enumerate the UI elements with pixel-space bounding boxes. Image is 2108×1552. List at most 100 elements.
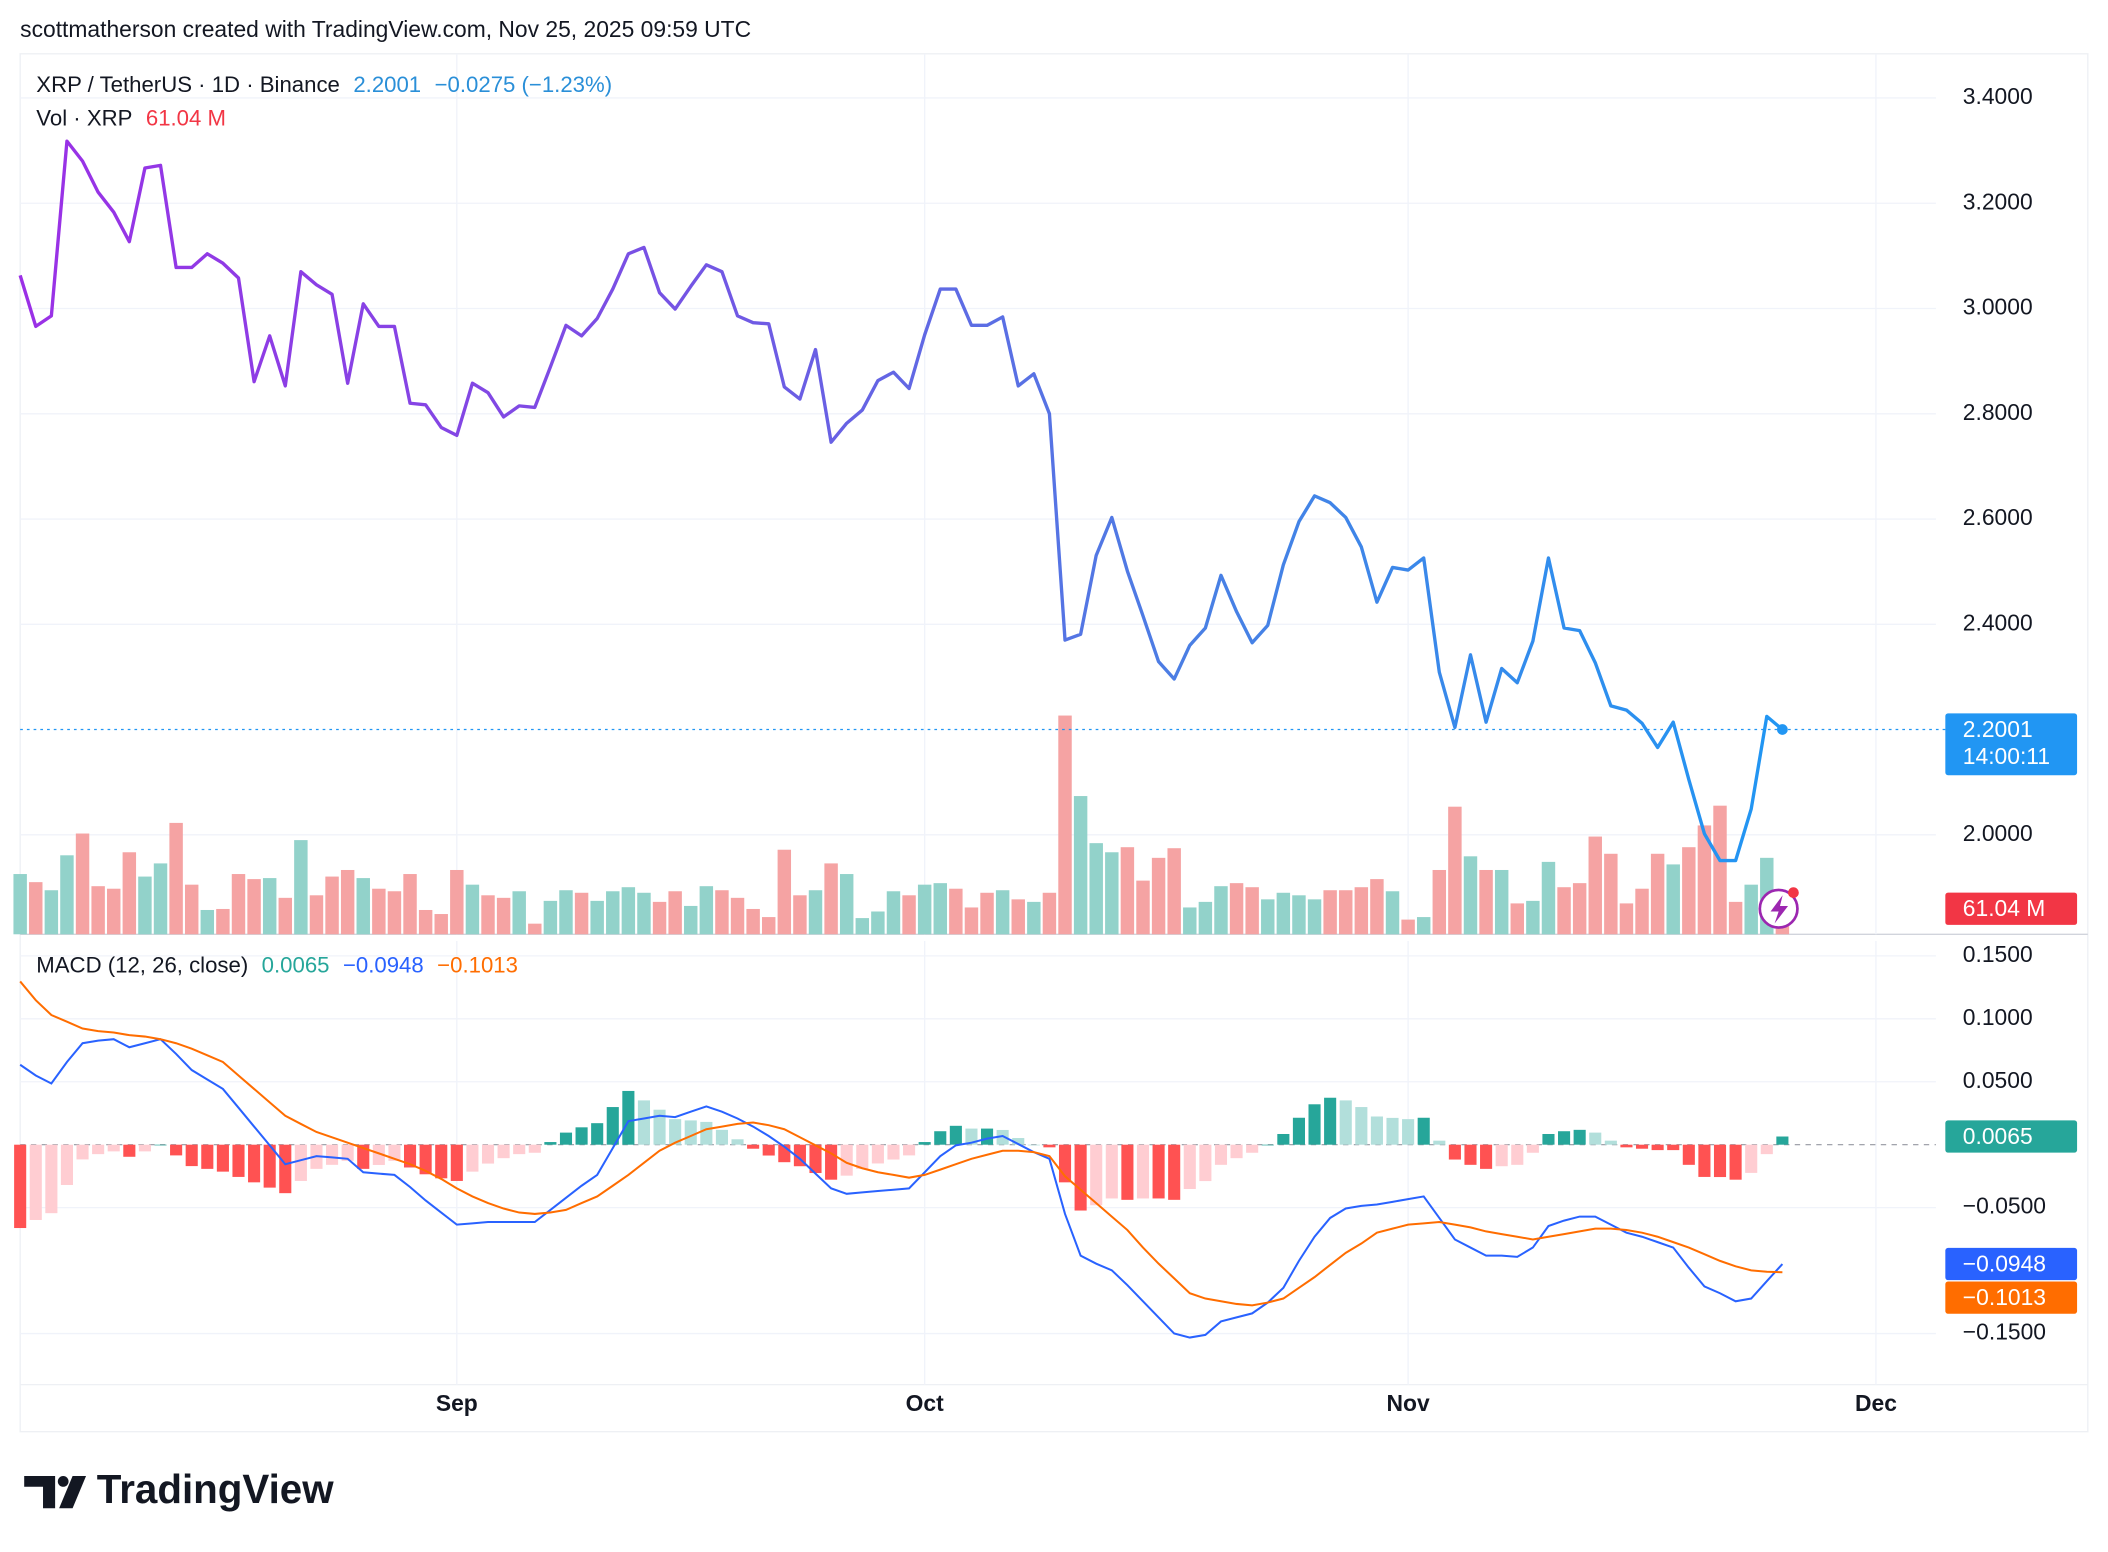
volume-bar [871, 911, 885, 935]
legend-last: 2.2001 [353, 72, 421, 97]
histogram-bar [715, 1129, 728, 1145]
histogram-bar [934, 1131, 947, 1145]
histogram-bar [60, 1144, 74, 1185]
histogram-bar [871, 1144, 884, 1164]
volume-bar [574, 892, 589, 935]
y-tick-label: 2.8000 [1963, 399, 2033, 425]
volume-bar [1276, 892, 1291, 935]
histogram-bar [138, 1144, 151, 1152]
histogram-bar [747, 1144, 760, 1149]
volume-bar [559, 890, 573, 935]
volume-bar [1635, 888, 1649, 935]
volume-bar [1292, 895, 1306, 935]
volume-bar [1245, 887, 1259, 935]
y-tick-label: 2.0000 [1963, 820, 2033, 846]
volume-bar [902, 895, 916, 935]
volume-bar [1307, 899, 1322, 935]
histogram-bar [1136, 1144, 1150, 1199]
histogram-bar [76, 1144, 89, 1160]
volume-bar [138, 876, 152, 935]
volume-bar [1261, 899, 1275, 935]
volume-bar [107, 888, 121, 935]
volume-bar [418, 909, 433, 935]
logo: TradingView [24, 1466, 334, 1512]
volume-bar [60, 855, 74, 935]
legend-change: −0.0275 (−1.23%) [435, 72, 613, 97]
volume-bar [325, 876, 339, 935]
histogram-bar [1355, 1107, 1368, 1145]
histogram-bar [1199, 1144, 1212, 1182]
alert-dot [1788, 887, 1799, 898]
histogram-bar [403, 1144, 417, 1168]
volume-bar [684, 905, 698, 935]
histogram-bar [809, 1144, 822, 1174]
histogram-bar [1324, 1097, 1337, 1145]
y-tick-label: 3.0000 [1963, 294, 2033, 320]
x-tick-label: Dec [1855, 1390, 1897, 1416]
volume-bar [340, 869, 355, 935]
macd-legend: MACD (12, 26, close) 0.0065 −0.0948 −0.1013 [36, 952, 518, 977]
volume-bar [1151, 857, 1166, 935]
volume-bar [1058, 715, 1072, 935]
histogram-bar [372, 1144, 385, 1165]
histogram-bar [965, 1128, 978, 1145]
legend-macd: −0.0948 [343, 952, 424, 977]
volume-bar [746, 908, 760, 935]
histogram-bar [1121, 1144, 1134, 1200]
volume-bar [777, 849, 792, 935]
volume-bar [434, 914, 448, 935]
histogram-bar [1043, 1144, 1056, 1148]
histogram-bar [762, 1144, 775, 1156]
y-tick-label: 0.1500 [1963, 941, 2033, 967]
histogram-bar [1448, 1144, 1461, 1160]
alert-icon[interactable] [1758, 887, 1799, 929]
histogram-bar [1230, 1144, 1243, 1159]
histogram-bar [1168, 1144, 1181, 1200]
y-tick-label: 0.1000 [1963, 1004, 2033, 1030]
histogram-bar [326, 1144, 339, 1165]
histogram-bar [1760, 1144, 1773, 1155]
logo-dot [57, 1476, 69, 1487]
histogram-bar [1261, 1144, 1274, 1146]
volume-bar [995, 890, 1010, 935]
histogram-bar [1090, 1144, 1103, 1206]
histogram-bar [528, 1144, 541, 1153]
histogram-bar [606, 1107, 619, 1145]
volume-bar [933, 883, 947, 935]
y-tick-label: −0.1500 [1963, 1319, 2046, 1345]
volume-bar [964, 907, 979, 935]
volume-bar [1448, 806, 1462, 935]
volume-bar [1183, 907, 1197, 935]
logo-mark [24, 1476, 56, 1509]
histogram-bar [1480, 1144, 1493, 1169]
volume-bar [512, 891, 526, 935]
volume-bar [1370, 879, 1384, 935]
histogram-bar [1027, 1144, 1040, 1146]
histogram-bar [1277, 1133, 1290, 1145]
volume-bar [169, 822, 183, 935]
histogram-bar [1105, 1144, 1118, 1199]
volume-bar [1510, 903, 1524, 935]
histogram-bar [1402, 1119, 1415, 1145]
volume-bar [1323, 890, 1337, 935]
histogram-bar [1776, 1136, 1789, 1145]
histogram-bar [216, 1144, 229, 1172]
histogram-bar [497, 1144, 510, 1159]
histogram-bar [1433, 1140, 1446, 1145]
legend-title: Vol · XRP [36, 106, 132, 131]
volume-bar [590, 900, 604, 935]
volume-bar [1494, 869, 1509, 935]
volume-bar [29, 882, 43, 935]
histogram-bar [154, 1144, 167, 1146]
histogram-bar [1511, 1144, 1524, 1165]
volume-bar [1089, 843, 1103, 935]
volume-bar [761, 917, 776, 935]
histogram-bar [357, 1144, 370, 1169]
y-tick-label: 2.4000 [1963, 609, 2033, 635]
volume-bar [917, 884, 932, 935]
volume-bar [668, 891, 682, 935]
volume-bar [450, 869, 464, 935]
histogram-bar [1558, 1131, 1571, 1145]
